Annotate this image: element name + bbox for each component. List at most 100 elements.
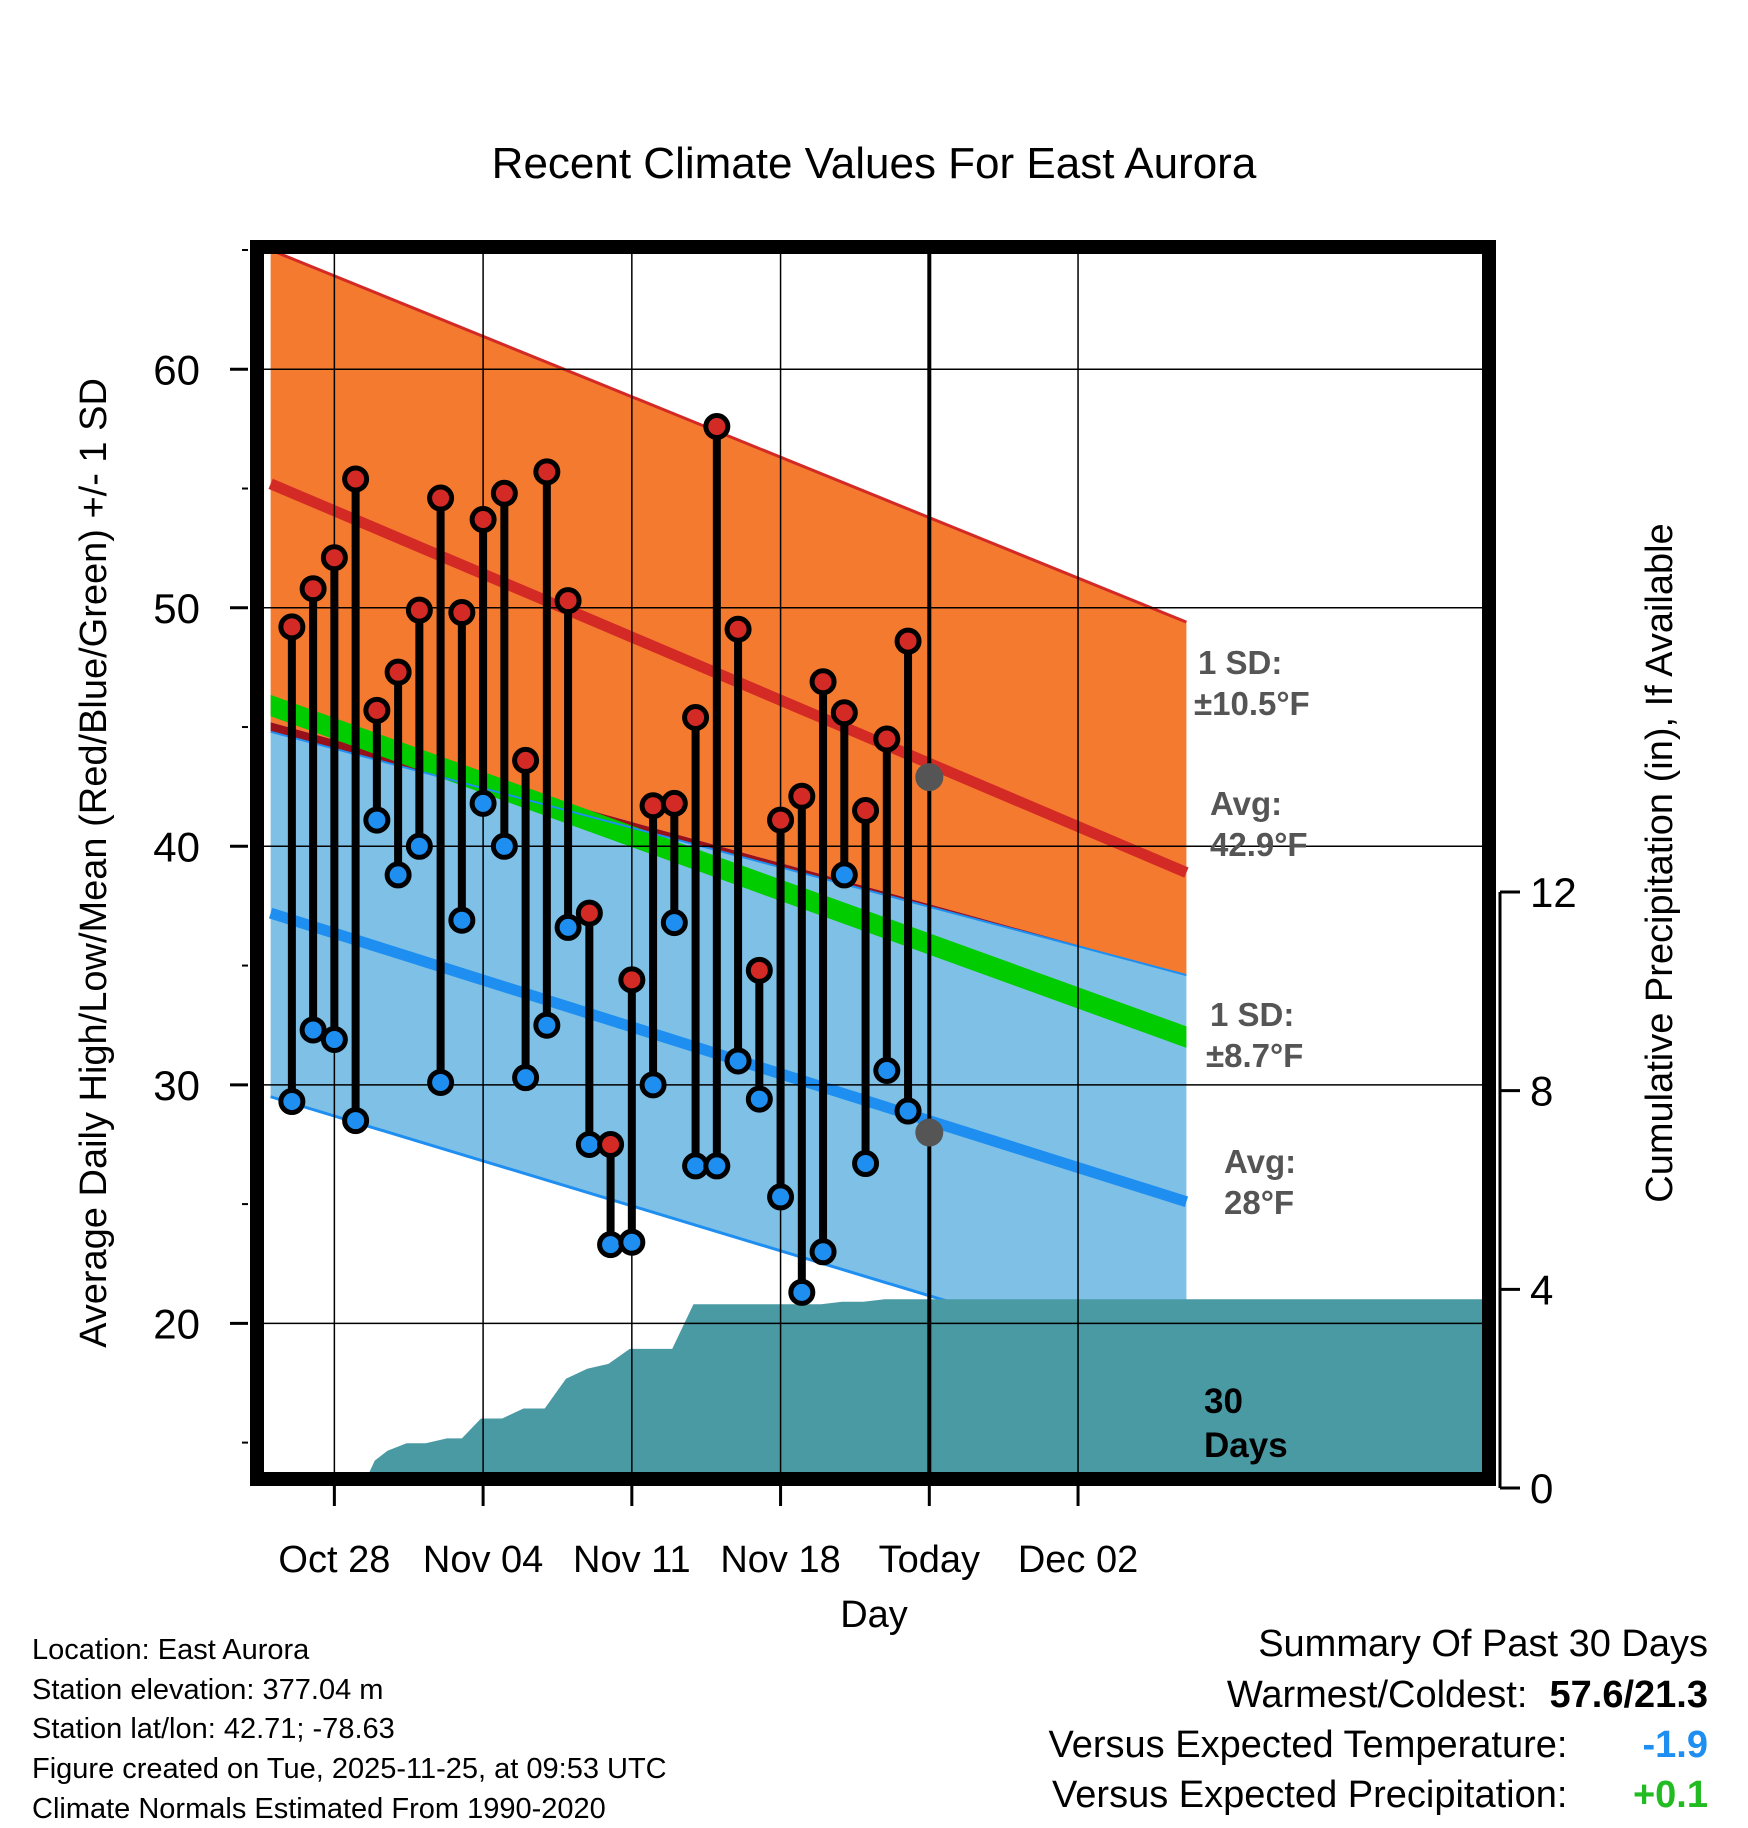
low-point (490, 832, 518, 860)
today-high-avg-marker (915, 763, 944, 792)
high-sd-value: ±10.5°F (1194, 685, 1310, 722)
high-point (682, 704, 710, 732)
high-point (363, 696, 391, 724)
y2-tick-label: 0 (1530, 1465, 1553, 1512)
daily-bars (278, 413, 922, 1306)
low-point (809, 1238, 837, 1266)
low-point (682, 1152, 710, 1180)
today-low-avg-marker (915, 1118, 944, 1147)
created-text: Figure created on Tue, 2025-11-25, at 09… (32, 1753, 667, 1785)
annotations: 1 SD: ±10.5°F Avg: 42.9°F 1 SD: ±8.7°F Avg: 28°… (915, 644, 1310, 1465)
summary-precip-value: +0.1 (1632, 1774, 1708, 1816)
high-point (724, 615, 752, 643)
low-point (384, 861, 412, 889)
y2-tick-label: 8 (1530, 1068, 1553, 1115)
y2-axis-label: Cumulative Precipitation (in), If Availa… (1639, 523, 1681, 1202)
x-tick-label: Nov 11 (573, 1539, 691, 1581)
summary-title: Summary Of Past 30 Days (1258, 1623, 1708, 1665)
high-point (533, 458, 561, 486)
y-tick-label: 30 (153, 1062, 200, 1109)
days-count-label: 30 (1204, 1382, 1243, 1421)
low-point (660, 909, 688, 937)
low-avg-value: 28°F (1224, 1184, 1294, 1221)
high-sd-label: 1 SD: (1198, 644, 1282, 681)
high-point (512, 746, 540, 774)
high-upper-line (270, 250, 1187, 624)
low-point (767, 1183, 795, 1211)
axes: 20 30 40 50 60 0 4 8 12 Oct 28 Nov 04 Nov 11 Nov 18 T… (153, 249, 1577, 1581)
plot-area (268, 250, 1486, 1476)
low-point (724, 1047, 752, 1075)
low-point (597, 1231, 625, 1259)
high-point (873, 725, 901, 753)
y-tick-label: 20 (153, 1300, 200, 1347)
low-point (745, 1085, 773, 1113)
high-point (639, 792, 667, 820)
low-point (852, 1150, 880, 1178)
high-point (788, 782, 816, 810)
location-text: Location: East Aurora (32, 1634, 310, 1666)
high-point (745, 956, 773, 984)
low-sd-label: 1 SD: (1210, 996, 1294, 1033)
low-point (448, 906, 476, 934)
low-point (363, 806, 391, 834)
summary-temp-row: Versus Expected Temperature: -1.9 (1049, 1724, 1708, 1767)
low-point (554, 913, 582, 941)
low-point (405, 832, 433, 860)
high-avg-label: Avg: (1210, 785, 1282, 822)
low-point (278, 1088, 306, 1116)
high-point (767, 806, 795, 834)
summary-temp-label: Versus Expected Temperature: (1048, 1724, 1568, 1766)
high-point (554, 587, 582, 615)
x-tick-label: Nov 04 (423, 1539, 543, 1581)
x-tick-label: Oct 28 (278, 1539, 390, 1581)
y-tick-label: 50 (153, 585, 200, 632)
low-point (342, 1107, 370, 1135)
high-point (660, 789, 688, 817)
low-point (703, 1152, 731, 1180)
low-point (873, 1057, 901, 1085)
low-point (512, 1064, 540, 1092)
low-point (894, 1097, 922, 1125)
high-point (405, 596, 433, 624)
low-point (639, 1071, 667, 1099)
high-point (320, 544, 348, 572)
low-point (469, 789, 497, 817)
summary-precip-label: Versus Expected Precipitation: (1052, 1774, 1568, 1816)
x-tick-label: Dec 02 (1018, 1539, 1138, 1581)
y2-tick-label: 12 (1530, 869, 1577, 916)
high-point (299, 575, 327, 603)
high-point (490, 479, 518, 507)
high-point (575, 899, 603, 927)
high-sd-band (270, 250, 1187, 976)
high-point (894, 627, 922, 655)
y-tick-label: 60 (153, 346, 200, 393)
high-point (618, 966, 646, 994)
chart-title: Recent Climate Values For East Aurora (492, 139, 1257, 188)
low-point (575, 1130, 603, 1158)
y-tick-label: 40 (153, 823, 200, 870)
high-point (384, 658, 412, 686)
plot-frame (250, 240, 1496, 1486)
days-word-label: Days (1204, 1426, 1288, 1465)
summary-temp-value: -1.9 (1642, 1724, 1708, 1766)
high-mean-line (268, 478, 1189, 878)
high-point (597, 1130, 625, 1158)
low-sd-value: ±8.7°F (1206, 1037, 1303, 1074)
high-point (830, 699, 858, 727)
summary-warmest-row: Warmest/Coldest: 57.6/21.3 (1227, 1674, 1708, 1717)
summary-precip-row: Versus Expected Precipitation: +0.1 (1052, 1774, 1708, 1817)
low-point (299, 1016, 327, 1044)
latlon-text: Station lat/lon: 42.71; -78.63 (32, 1713, 395, 1745)
y-axis-label: Average Daily High/Low/Mean (Red/Blue/Gr… (73, 378, 115, 1348)
low-point (788, 1278, 816, 1306)
precip-area (367, 1299, 1486, 1476)
mean-line-band (270, 694, 1187, 1048)
low-point (427, 1068, 455, 1096)
low-point (533, 1011, 561, 1039)
high-avg-value: 42.9°F (1210, 826, 1308, 863)
high-point (342, 465, 370, 493)
low-point (320, 1026, 348, 1054)
summary-warmest-value: 57.6/21.3 (1549, 1674, 1708, 1716)
